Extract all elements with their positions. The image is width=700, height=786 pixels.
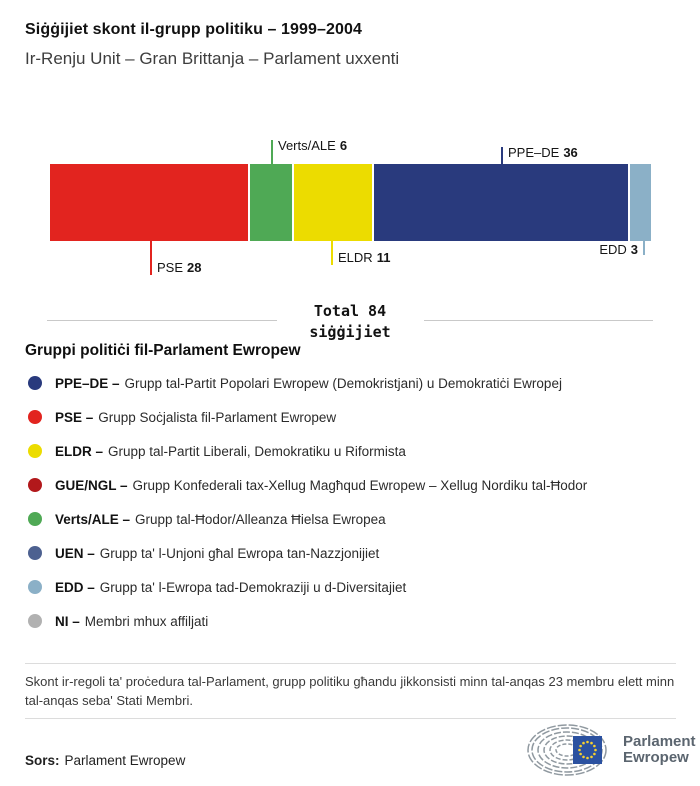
legend-desc: Grupp ta' l-Unjoni għal Ewropa tan-Nazzj… (99, 545, 380, 561)
legend-item-edd: EDD – Grupp ta' l-Ewropa tad-Demokraziji … (25, 570, 685, 604)
legend-item-gue-ngl: GUE/NGL – Grupp Konfederali tax-Xellug Ma… (25, 468, 685, 502)
parliament-hemicycle-icon (527, 724, 607, 776)
european-parliament-logo: Parlament Ewropew (527, 722, 696, 778)
total-divider-left (47, 320, 277, 321)
legend-abbr: PSE – (55, 409, 94, 425)
eu-flag-stars (578, 740, 597, 760)
procedure-note: Skont ir-regoli ta' proċedura tal-Parlam… (25, 674, 675, 708)
source-label: Sors: (25, 753, 60, 768)
ppe-de-label: PPE–DE 36 (508, 145, 578, 160)
legend-desc: Grupp Konfederali tax-Xellug Magħqud Ewr… (132, 477, 588, 493)
pse-label: PSE 28 (157, 260, 202, 275)
bar-segment-eldr (294, 164, 372, 241)
bar-segment-edd (629, 164, 651, 241)
legend-abbr: NI – (55, 613, 80, 629)
legend-desc: Grupp Soċjalista fil-Parlament Ewropew (98, 409, 337, 425)
eldr-tick (331, 241, 333, 265)
pse-tick (150, 241, 152, 275)
legend-desc: Grupp ta' l-Ewropa tad-Demokraziji u d-D… (99, 579, 407, 595)
source-text: Parlament Ewropew (64, 753, 186, 768)
legend-item-ni: NI – Membri mhux affiljati (25, 604, 685, 638)
legend-item-eldr: ELDR – Grupp tal-Partit Liberali, Demokra… (25, 434, 685, 468)
stacked-seat-bar (50, 164, 651, 241)
verts-ale-tick (271, 140, 273, 164)
ni-color-dot (28, 614, 42, 628)
total-line1: Total 84 (313, 302, 387, 320)
edd-label: EDD 3 (599, 242, 638, 257)
legend-desc: Grupp tal-Ħodor/Alleanza Ħielsa Ewropea (135, 511, 386, 527)
eu-flag-icon (573, 736, 602, 764)
page-title: Siġġijiet skont il-grupp politiku – 1999… (25, 21, 363, 38)
edd-tick (643, 241, 645, 255)
verts-ale-label: Verts/ALE 6 (278, 138, 348, 153)
source-line: Sors: Parlament Ewropew (25, 753, 185, 768)
legend-item-ppe-de: PPE–DE – Grupp tal-Partit Popolari Ewrope… (25, 366, 685, 400)
legend-heading: Gruppi politiċi fil-Parlament Ewropew (25, 342, 301, 359)
ppe-de-tick (501, 147, 503, 164)
pse-color-dot (28, 410, 42, 424)
legend-abbr: Verts/ALE – (55, 511, 131, 527)
legend-list: PPE–DE – Grupp tal-Partit Popolari Ewrope… (25, 366, 685, 638)
bar-segment-pse (50, 164, 248, 241)
total-seats: Total 84 siġġijiet (0, 301, 700, 343)
edd-color-dot (28, 580, 42, 594)
page-subtitle: Ir-Renju Unit – Gran Brittanja – Parlame… (25, 49, 400, 68)
legend-item-pse: PSE – Grupp Soċjalista fil-Parlament Ewro… (25, 400, 685, 434)
legend-desc: Membri mhux affiljati (84, 613, 209, 629)
logo-wordmark: Parlament Ewropew (623, 733, 696, 766)
uen-color-dot (28, 546, 42, 560)
legend-abbr: PPE–DE – (55, 375, 120, 391)
legend-desc: Grupp tal-Partit Liberali, Demokratiku u… (108, 443, 406, 459)
legend-abbr: ELDR – (55, 443, 104, 459)
bar-segment-ppede (373, 164, 628, 241)
verts-ale-color-dot (28, 512, 42, 526)
eldr-color-dot (28, 444, 42, 458)
gue-ngl-color-dot (28, 478, 42, 492)
legend-abbr: EDD – (55, 579, 95, 595)
legend-desc: Grupp tal-Partit Popolari Ewropew (Demok… (124, 375, 562, 391)
footer-divider-top (25, 663, 676, 664)
bar-segment-verts (249, 164, 293, 241)
legend-abbr: UEN – (55, 545, 95, 561)
legend-abbr: GUE/NGL – (55, 477, 128, 493)
legend-item-verts-ale: Verts/ALE – Grupp tal-Ħodor/Alleanza Ħiel… (25, 502, 685, 536)
eldr-label: ELDR 11 (338, 250, 391, 265)
ppe-de-color-dot (28, 376, 42, 390)
footer-divider-bottom (25, 718, 676, 719)
legend-item-uen: UEN – Grupp ta' l-Unjoni għal Ewropa tan-… (25, 536, 685, 570)
total-divider-right (424, 320, 653, 321)
total-line2: siġġijiet (309, 323, 391, 341)
